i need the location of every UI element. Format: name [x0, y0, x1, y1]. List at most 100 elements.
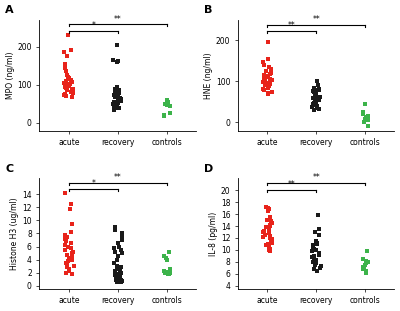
Point	[260, 59, 266, 64]
Point	[119, 238, 126, 243]
Point	[114, 42, 120, 47]
Point	[260, 86, 266, 91]
Point	[314, 240, 320, 245]
Point	[363, 261, 369, 266]
Point	[314, 241, 320, 246]
Point	[314, 104, 320, 109]
Point	[308, 249, 315, 254]
Point	[119, 251, 126, 256]
Point	[110, 58, 116, 63]
Point	[114, 94, 121, 99]
Point	[63, 239, 70, 244]
Point	[69, 79, 76, 84]
Point	[266, 82, 273, 87]
Point	[114, 267, 120, 272]
Point	[269, 237, 275, 242]
Point	[116, 244, 122, 249]
Text: **: **	[114, 15, 122, 24]
Point	[64, 73, 70, 78]
Point	[314, 105, 320, 110]
Point	[115, 241, 122, 246]
Point	[66, 267, 72, 272]
Point	[115, 92, 121, 97]
Point	[363, 270, 370, 275]
Point	[69, 221, 75, 226]
Point	[360, 119, 367, 124]
Point	[312, 99, 318, 104]
Point	[267, 235, 273, 240]
Point	[360, 264, 366, 269]
Point	[114, 273, 120, 278]
Point	[266, 244, 273, 249]
Point	[314, 87, 320, 92]
Point	[68, 245, 74, 250]
Point	[166, 272, 172, 276]
Point	[114, 263, 120, 268]
Point	[266, 84, 272, 89]
Point	[267, 77, 273, 82]
Point	[310, 259, 316, 264]
Point	[66, 269, 72, 274]
Point	[264, 91, 271, 95]
Point	[63, 238, 69, 243]
Point	[261, 87, 267, 92]
Y-axis label: MPO (ng/ml): MPO (ng/ml)	[6, 51, 14, 99]
Point	[309, 102, 316, 107]
Point	[315, 86, 322, 91]
Text: **: **	[288, 21, 296, 30]
Point	[64, 265, 70, 270]
Point	[362, 117, 368, 122]
Point	[310, 244, 316, 249]
Point	[266, 248, 272, 253]
Point	[61, 50, 67, 55]
Point	[267, 249, 273, 254]
Point	[65, 82, 71, 87]
Y-axis label: HNE (ng/ml): HNE (ng/ml)	[204, 52, 213, 99]
Point	[267, 234, 273, 239]
Point	[115, 105, 122, 110]
Y-axis label: Histone H3 (ug/ml): Histone H3 (ug/ml)	[10, 197, 20, 270]
Point	[66, 75, 72, 80]
Point	[110, 103, 117, 108]
Point	[311, 258, 318, 263]
Text: **: **	[114, 173, 122, 182]
Point	[118, 265, 124, 270]
Point	[118, 270, 124, 275]
Point	[263, 204, 269, 209]
Point	[117, 268, 123, 273]
Point	[311, 267, 318, 272]
Point	[164, 272, 171, 277]
Point	[65, 244, 72, 249]
Point	[110, 260, 117, 265]
Point	[63, 253, 70, 258]
Point	[264, 85, 271, 90]
Point	[364, 249, 370, 254]
Point	[359, 109, 366, 114]
Point	[263, 75, 269, 80]
Point	[265, 81, 272, 86]
Point	[111, 93, 117, 98]
Point	[113, 280, 120, 285]
Point	[313, 92, 319, 97]
Point	[262, 79, 268, 84]
Point	[62, 191, 68, 196]
Point	[70, 91, 76, 96]
Point	[62, 92, 68, 97]
Point	[69, 251, 76, 256]
Point	[164, 103, 170, 108]
Y-axis label: IL-8 (pg/ml): IL-8 (pg/ml)	[209, 211, 218, 256]
Point	[65, 77, 71, 81]
Point	[314, 79, 320, 84]
Point	[269, 89, 276, 94]
Point	[308, 104, 315, 109]
Point	[311, 257, 318, 262]
Point	[265, 56, 271, 61]
Point	[311, 108, 317, 113]
Point	[66, 256, 72, 261]
Point	[63, 234, 70, 239]
Point	[118, 277, 124, 282]
Point	[62, 65, 68, 70]
Point	[67, 81, 74, 86]
Point	[61, 80, 67, 85]
Point	[269, 240, 276, 245]
